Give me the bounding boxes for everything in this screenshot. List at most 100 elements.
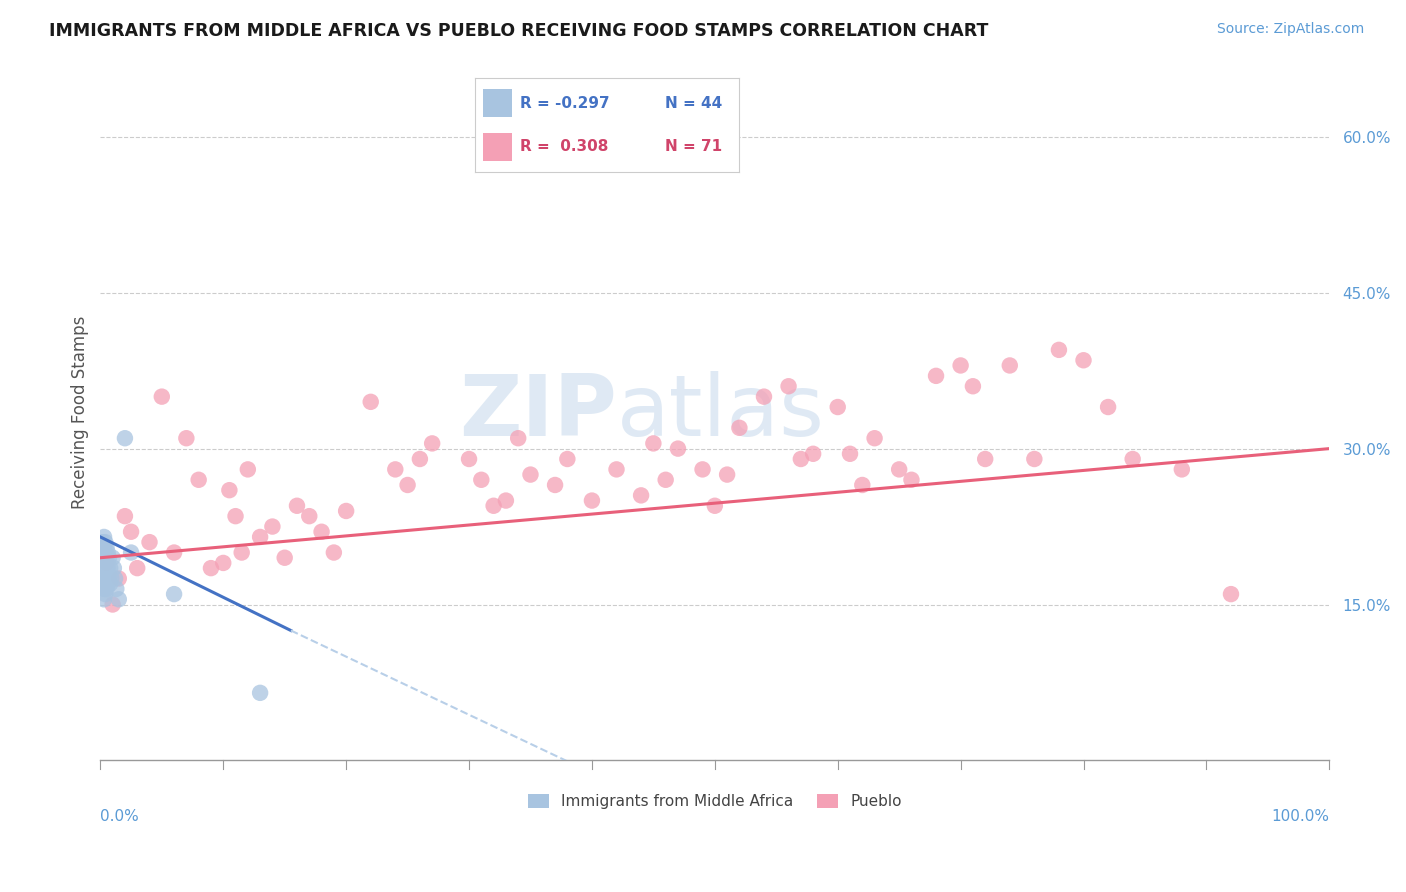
- Point: [900, 473, 922, 487]
- Point: [716, 467, 738, 482]
- Point: [91, 576, 114, 591]
- Point: [96, 541, 118, 555]
- Point: [93, 582, 115, 596]
- Point: [218, 483, 240, 498]
- Point: [1171, 462, 1194, 476]
- Point: [384, 462, 406, 476]
- Point: [974, 452, 997, 467]
- Point: [495, 493, 517, 508]
- Point: [114, 431, 136, 445]
- Text: ZIP: ZIP: [458, 371, 616, 454]
- Point: [692, 462, 714, 476]
- Point: [163, 587, 186, 601]
- Point: [630, 488, 652, 502]
- Point: [249, 530, 271, 544]
- Point: [322, 545, 344, 559]
- Text: IMMIGRANTS FROM MIDDLE AFRICA VS PUEBLO RECEIVING FOOD STAMPS CORRELATION CHART: IMMIGRANTS FROM MIDDLE AFRICA VS PUEBLO …: [49, 22, 988, 40]
- Point: [1024, 452, 1046, 467]
- Point: [100, 572, 122, 586]
- Point: [104, 572, 127, 586]
- Point: [285, 499, 308, 513]
- Point: [91, 566, 114, 581]
- Point: [1073, 353, 1095, 368]
- Point: [90, 550, 112, 565]
- Point: [544, 478, 567, 492]
- Point: [654, 473, 676, 487]
- Legend: Immigrants from Middle Africa, Pueblo: Immigrants from Middle Africa, Pueblo: [522, 789, 908, 815]
- Point: [863, 431, 886, 445]
- Point: [91, 545, 114, 559]
- Point: [752, 390, 775, 404]
- Point: [96, 561, 118, 575]
- Point: [97, 550, 120, 565]
- Point: [962, 379, 984, 393]
- Point: [839, 447, 862, 461]
- Y-axis label: Receiving Food Stamps: Receiving Food Stamps: [72, 316, 89, 509]
- Point: [107, 592, 129, 607]
- Point: [273, 550, 295, 565]
- Point: [176, 431, 198, 445]
- Point: [101, 550, 124, 565]
- Point: [93, 572, 115, 586]
- Point: [96, 550, 118, 565]
- Point: [262, 519, 284, 533]
- Point: [93, 530, 115, 544]
- Text: Source: ZipAtlas.com: Source: ZipAtlas.com: [1216, 22, 1364, 37]
- Point: [231, 545, 253, 559]
- Point: [889, 462, 911, 476]
- Point: [114, 509, 136, 524]
- Point: [107, 572, 129, 586]
- Point: [163, 545, 186, 559]
- Point: [93, 550, 115, 565]
- Point: [96, 572, 118, 586]
- Point: [105, 582, 128, 596]
- Point: [396, 478, 419, 492]
- Point: [97, 545, 120, 559]
- Point: [458, 452, 481, 467]
- Point: [1220, 587, 1243, 601]
- Point: [949, 359, 972, 373]
- Point: [212, 556, 235, 570]
- Point: [97, 572, 120, 586]
- Point: [851, 478, 873, 492]
- Point: [200, 561, 222, 575]
- Point: [120, 524, 142, 539]
- Point: [728, 421, 751, 435]
- Point: [120, 545, 142, 559]
- Point: [90, 561, 112, 575]
- Point: [335, 504, 357, 518]
- Point: [801, 447, 824, 461]
- Point: [1047, 343, 1070, 357]
- Point: [94, 535, 117, 549]
- Point: [790, 452, 813, 467]
- Point: [98, 561, 121, 575]
- Text: 100.0%: 100.0%: [1271, 809, 1329, 824]
- Point: [519, 467, 541, 482]
- Point: [703, 499, 725, 513]
- Point: [1097, 400, 1119, 414]
- Point: [90, 572, 112, 586]
- Point: [93, 541, 115, 555]
- Point: [97, 561, 120, 575]
- Point: [360, 394, 382, 409]
- Point: [557, 452, 579, 467]
- Point: [605, 462, 627, 476]
- Point: [94, 587, 117, 601]
- Point: [91, 535, 114, 549]
- Point: [225, 509, 247, 524]
- Point: [90, 545, 112, 559]
- Point: [98, 576, 121, 591]
- Point: [249, 686, 271, 700]
- Point: [91, 556, 114, 570]
- Point: [998, 359, 1021, 373]
- Point: [482, 499, 505, 513]
- Point: [101, 598, 124, 612]
- Point: [94, 545, 117, 559]
- Text: 0.0%: 0.0%: [100, 809, 139, 824]
- Point: [94, 556, 117, 570]
- Point: [96, 556, 118, 570]
- Point: [298, 509, 321, 524]
- Point: [127, 561, 149, 575]
- Point: [643, 436, 665, 450]
- Point: [138, 535, 160, 549]
